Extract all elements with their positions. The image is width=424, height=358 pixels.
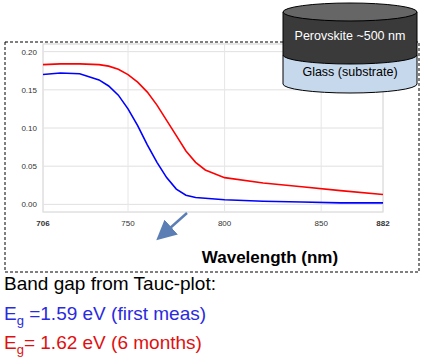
figure: 0.00 0.05 0.10 0.15 0.20 706 750 800 850 882 Wavel… [0,0,424,358]
y-tick-label: 0.15 [21,86,37,95]
arrow [160,213,187,237]
y-tick-label: 0.10 [21,124,37,133]
y-grid-line [43,128,383,129]
x-axis-label: Wavelength (nm) [202,248,338,267]
y-tick-label: 0.00 [21,200,37,209]
x-tick-label: 800 [218,219,232,228]
x-grid-line [224,44,225,212]
y-grid-line [43,204,383,205]
subscript: g [17,342,24,357]
y-tick-label: 0.20 [21,48,37,57]
x-grid-line [128,44,129,212]
layer-label: Perovskite ~500 nm [295,29,406,43]
y-tick-label: 0.05 [21,162,37,171]
symbol: E [4,303,17,324]
symbol: E [4,332,17,353]
caption-title: Band gap from Tauc-plot: [4,273,216,294]
x-tick-label: 706 [36,219,50,228]
band-gap-line: Eg= 1.62 eV (6 months) [4,332,202,357]
value-text: =1.59 eV (first meas) [24,303,206,324]
dashed-frame [5,42,419,272]
band-gap-line: Eg =1.59 eV (first meas) [4,303,206,328]
sample-inset: Perovskite ~500 nm Glass (substrate) [283,3,417,93]
x-tick-label: 882 [376,219,390,228]
cylinder-top [283,3,417,21]
y-grid-line [43,166,383,167]
x-tick-label: 750 [121,219,135,228]
value-text: = 1.62 eV (6 months) [24,332,202,353]
layer-label: Glass (substrate) [302,65,397,79]
subscript: g [17,313,24,328]
x-tick-label: 850 [315,219,329,228]
x-grid-line [43,44,44,212]
